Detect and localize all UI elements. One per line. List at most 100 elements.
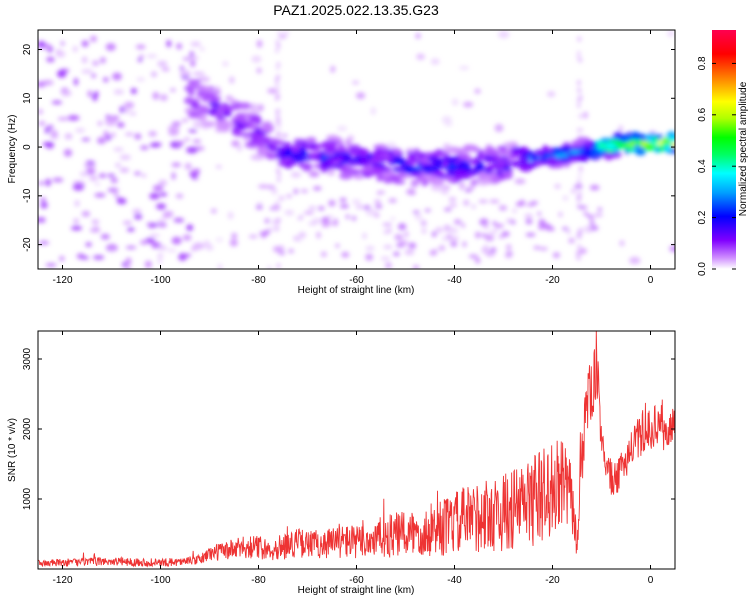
spectrogram-scatter-blob — [286, 194, 293, 199]
spectrogram-scatter-blob — [463, 199, 470, 206]
spectrogram-noise-blob — [129, 112, 137, 116]
spectrogram-ridge-blob — [417, 152, 426, 159]
spectrogram-scatter-blob — [339, 204, 350, 209]
spectrogram-ridge-blob — [378, 153, 389, 158]
spectrogram-noise-blob — [81, 40, 89, 48]
spectrogram-scatter-blob — [375, 204, 383, 210]
spectrogram-noise-blob — [51, 100, 63, 105]
spectrogram-ridge-blob — [237, 102, 252, 110]
spectrogram-noise-blob — [38, 241, 50, 245]
spectrogram-noise-blob — [86, 168, 96, 175]
spectrogram-noise-blob — [149, 233, 161, 238]
spectrogram-noise-blob — [146, 54, 158, 58]
spectrogram-ridge-blob — [614, 131, 622, 139]
spectrogram-noise-blob — [475, 257, 481, 264]
spectrogram-ridge-blob — [458, 159, 470, 167]
spectrogram-ridge-blob — [426, 175, 439, 182]
spectrogram-noise-blob — [47, 124, 54, 130]
spectrogram-noise-blob — [330, 66, 336, 71]
spectrogram-noise-blob — [92, 94, 98, 102]
spectrogram-scatter-blob — [471, 204, 476, 209]
spectrogram-scatter-blob — [506, 251, 513, 255]
spectrogram-noise-blob — [52, 177, 64, 183]
spectrogram-ridge-blob — [206, 121, 213, 127]
spectrogram-scatter-blob — [398, 240, 409, 246]
spectrogram-noise-blob — [188, 129, 198, 133]
spectrogram-y-axis-label: Frequency (Hz) — [7, 115, 18, 184]
spectrogram-streak-blob — [276, 87, 281, 93]
spectrogram-noise-blob — [86, 160, 96, 165]
colorbar-tick-label: 0.2 — [697, 210, 708, 224]
spectrogram-ridge-blob — [510, 150, 521, 158]
spectrogram-ridge-blob — [518, 146, 529, 151]
spectrogram-ridge-blob — [645, 138, 655, 143]
spectrogram-scatter-blob — [573, 184, 583, 189]
spectrogram-ridge-blob — [361, 167, 375, 173]
spectrogram-noise-blob — [159, 192, 168, 197]
spectrogram-ridge-blob — [334, 147, 347, 153]
snr-x-tick-label: -20 — [545, 575, 560, 586]
spectrogram-scatter-blob — [288, 248, 294, 254]
spectrogram-y-ticks: -20 -10 0 10 20 — [22, 44, 675, 252]
spectrogram-scatter-blob — [421, 228, 427, 234]
spectrogram-scatter-blob — [552, 252, 561, 259]
spectrogram-noise-blob — [182, 57, 191, 61]
spectrogram-ridge-blob — [392, 147, 402, 156]
spectrogram-scatter-blob — [512, 208, 517, 213]
spectrogram-scatter-blob — [362, 232, 367, 240]
spectrogram-ridge-blob — [249, 132, 264, 139]
spectrogram-noise-blob — [203, 240, 211, 249]
spectrogram-noise-blob — [149, 192, 160, 200]
spectrogram-ridge-blob — [193, 103, 200, 110]
spectrogram-scatter-blob — [525, 232, 536, 237]
spectrogram-x-tick-label: -100 — [150, 275, 170, 286]
spectrogram-scatter-blob — [321, 217, 329, 221]
spectrogram-noise-blob — [81, 69, 93, 74]
spectrogram-ridge-blob — [485, 164, 499, 170]
spectrogram-scatter-blob — [393, 251, 400, 257]
snr-y-tick-label: 1000 — [22, 487, 33, 510]
spectrogram-noise-blob — [190, 59, 196, 68]
spectrogram-noise-blob — [303, 211, 315, 215]
spectrogram-scatter-blob — [469, 183, 476, 190]
spectrogram-streak-blob — [577, 173, 582, 179]
spectrogram-ridge-blob — [497, 149, 511, 156]
spectrogram-noise-blob — [231, 140, 241, 147]
spectrogram-noise-blob — [190, 41, 201, 47]
spectrogram-noise-blob — [257, 184, 269, 189]
spectrogram-scatter-blob — [351, 199, 361, 205]
spectrogram-noise-blob — [139, 54, 145, 59]
spectrogram-noise-blob — [267, 265, 272, 269]
spectrogram-noise-blob — [141, 174, 146, 178]
spectrogram-x-tick-label: -40 — [447, 275, 462, 286]
spectrogram-ridge-blob — [320, 168, 328, 173]
spectrogram-noise-blob — [63, 148, 73, 157]
spectrogram-ridge-blob — [180, 69, 191, 76]
spectrogram-ridge-blob — [549, 160, 559, 165]
spectrogram-ridge-blob — [635, 148, 645, 155]
spectrogram-ridge-blob — [381, 166, 392, 171]
spectrogram-ridge-blob — [289, 145, 303, 153]
spectrogram-scatter-blob — [597, 207, 603, 212]
spectrogram-scatter-blob — [355, 204, 364, 210]
spectrogram-ridge-blob — [184, 85, 195, 92]
spectrogram-scatter-blob — [256, 201, 263, 206]
spectrogram-ridge-blob — [302, 167, 312, 172]
spectrogram-ridge-blob — [192, 120, 204, 128]
spectrogram-scatter-blob — [506, 244, 512, 251]
spectrogram-scatter-blob — [320, 251, 327, 258]
spectrogram-scatter-blob — [575, 250, 583, 255]
spectrogram-ridge-blob — [330, 164, 344, 169]
spectrogram-streak-blob — [277, 171, 281, 177]
spectrogram-ridge-blob — [625, 144, 635, 152]
spectrogram-noise-blob — [38, 40, 46, 49]
spectrogram-noise-blob — [45, 178, 52, 187]
spectrogram-noise-blob — [161, 67, 170, 72]
spectrogram-scatter-blob — [409, 184, 417, 189]
spectrogram-noise-blob — [182, 234, 192, 241]
spectrogram-ridge-blob — [591, 151, 604, 158]
spectrogram-noise-blob — [133, 213, 143, 220]
spectrogram-scatter-blob — [374, 199, 381, 204]
spectrogram-scatter-blob — [376, 191, 382, 195]
spectrogram-ridge-blob — [200, 114, 208, 120]
